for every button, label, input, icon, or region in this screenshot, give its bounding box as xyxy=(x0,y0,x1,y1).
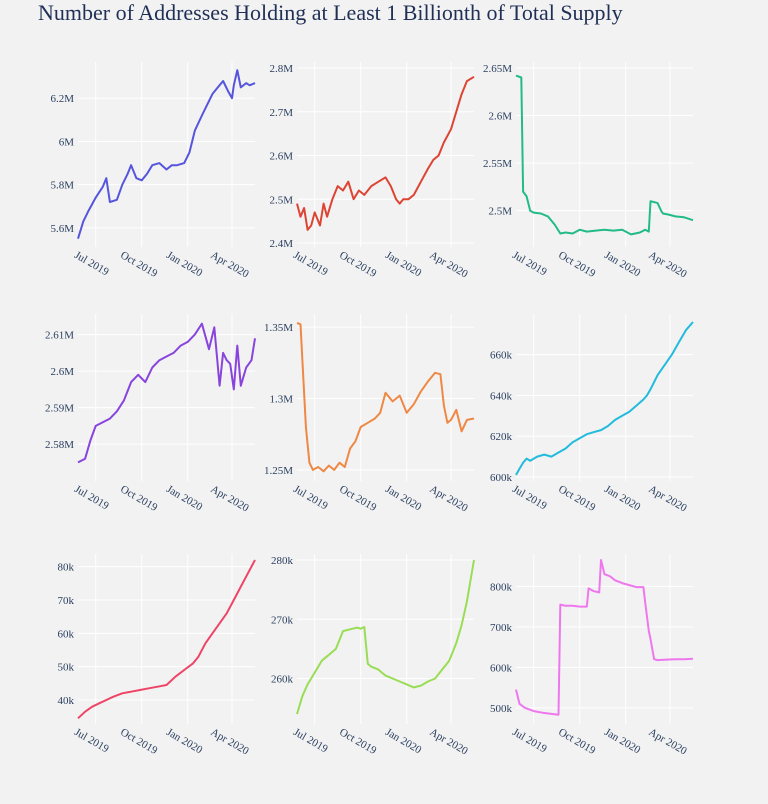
y-tick-label: 6M xyxy=(59,136,75,148)
series-line xyxy=(515,559,694,716)
x-tick-label: Jul 2019 xyxy=(510,726,549,755)
x-tick-label: Apr 2020 xyxy=(208,726,251,758)
x-tick-label: Oct 2019 xyxy=(118,483,160,514)
subplot-7: 40k 50k 60k 70k 80k Jul 2019 Oct 2019 Jan 2020 A… xyxy=(58,554,256,758)
x-tick-label: Jan 2020 xyxy=(383,249,424,279)
subplot-3: 2.5M 2.55M 2.6M 2.65M Jul 2019 Oct 2019 Jan 20… xyxy=(483,62,694,281)
subplot-8: 260k 270k 280k Jul 2019 Oct 2019 Jan 2020 Apr … xyxy=(271,554,475,758)
series-line xyxy=(77,69,256,239)
series-line xyxy=(77,322,256,464)
series-line xyxy=(515,74,694,236)
x-tick-label: Jul 2019 xyxy=(72,249,111,278)
x-tick-label: Jan 2020 xyxy=(602,483,643,513)
y-tick-label: 80k xyxy=(58,562,75,574)
y-tick-label: 6.2M xyxy=(50,93,74,105)
x-tick-label: Apr 2020 xyxy=(208,483,251,515)
y-tick-label: 600k xyxy=(490,662,513,674)
y-tick-label: 270k xyxy=(271,614,294,626)
subplot-9: 500k 600k 700k 800k Jul 2019 Oct 2019 Jan 2020… xyxy=(490,554,694,758)
x-tick-label: Jan 2020 xyxy=(383,483,424,513)
x-tick-label: Oct 2019 xyxy=(337,249,379,280)
subplot-2: 2.4M 2.5M 2.6M 2.7M 2.8M Jul 2019 Oct 2019 Jan … xyxy=(269,62,475,281)
y-tick-label: 1.3M xyxy=(269,394,293,406)
y-tick-label: 2.5M xyxy=(488,206,512,218)
x-tick-label: Jan 2020 xyxy=(602,726,643,756)
x-tick-label: Oct 2019 xyxy=(118,249,160,280)
y-tick-label: 2.6M xyxy=(269,151,293,163)
x-tick-label: Apr 2020 xyxy=(427,249,470,281)
x-tick-label: Apr 2020 xyxy=(646,249,689,281)
y-tick-label: 60k xyxy=(58,628,75,640)
y-tick-label: 280k xyxy=(271,555,294,567)
x-tick-label: Jul 2019 xyxy=(291,726,330,755)
x-tick-label: Jan 2020 xyxy=(164,483,205,513)
y-tick-label: 2.65M xyxy=(483,63,512,75)
y-tick-label: 800k xyxy=(490,581,513,593)
y-tick-label: 1.25M xyxy=(264,465,293,477)
y-tick-label: 5.6M xyxy=(50,223,74,235)
y-tick-label: 70k xyxy=(58,595,75,607)
series-line xyxy=(77,559,256,720)
series-line xyxy=(296,75,475,231)
x-tick-label: Apr 2020 xyxy=(427,726,470,758)
y-tick-label: 2.61M xyxy=(45,330,74,342)
x-tick-label: Jul 2019 xyxy=(72,726,111,755)
x-tick-label: Oct 2019 xyxy=(337,726,379,757)
y-tick-label: 2.8M xyxy=(269,63,293,75)
subplot-5: 1.25M 1.3M 1.35M Jul 2019 Oct 2019 Jan 2020 Ap… xyxy=(264,314,475,515)
x-tick-label: Apr 2020 xyxy=(646,726,689,758)
y-tick-label: 2.7M xyxy=(269,107,293,119)
y-tick-label: 2.59M xyxy=(45,403,74,415)
y-tick-label: 50k xyxy=(58,662,75,674)
x-tick-label: Apr 2020 xyxy=(646,483,689,515)
y-tick-label: 2.58M xyxy=(45,439,74,451)
y-tick-label: 600k xyxy=(490,472,513,484)
y-tick-label: 2.5M xyxy=(269,194,293,206)
x-tick-label: Jan 2020 xyxy=(164,249,205,279)
x-tick-label: Jul 2019 xyxy=(72,483,111,512)
x-tick-label: Jul 2019 xyxy=(291,249,330,278)
y-tick-label: 1.35M xyxy=(264,322,293,334)
y-tick-label: 40k xyxy=(58,695,75,707)
x-tick-label: Oct 2019 xyxy=(556,249,598,280)
y-tick-label: 700k xyxy=(490,622,513,634)
y-tick-label: 2.4M xyxy=(269,238,293,250)
x-tick-label: Jan 2020 xyxy=(164,726,205,756)
x-tick-label: Jan 2020 xyxy=(383,726,424,756)
y-tick-label: 620k xyxy=(490,431,513,443)
x-tick-label: Oct 2019 xyxy=(118,726,160,757)
x-tick-label: Jul 2019 xyxy=(510,249,549,278)
y-tick-label: 2.55M xyxy=(483,158,512,170)
x-tick-label: Apr 2020 xyxy=(208,249,251,281)
series-line xyxy=(296,321,475,473)
subplot-1: 5.6M 5.8M 6M 6.2M Jul 2019 Oct 2019 Jan 2020 Ap… xyxy=(50,62,256,281)
y-tick-label: 2.6M xyxy=(50,366,74,378)
x-tick-label: Oct 2019 xyxy=(337,483,379,514)
x-tick-label: Oct 2019 xyxy=(556,726,598,757)
y-tick-label: 640k xyxy=(490,390,513,402)
x-tick-label: Oct 2019 xyxy=(556,483,598,514)
x-tick-label: Jul 2019 xyxy=(291,483,330,512)
y-tick-label: 660k xyxy=(490,350,513,362)
x-tick-label: Apr 2020 xyxy=(427,483,470,515)
y-tick-label: 2.6M xyxy=(488,111,512,123)
y-tick-label: 260k xyxy=(271,674,294,686)
y-tick-label: 500k xyxy=(490,703,513,715)
x-tick-label: Jul 2019 xyxy=(510,483,549,512)
chart-title: Number of Addresses Holding at Least 1 B… xyxy=(38,0,623,25)
x-tick-label: Jan 2020 xyxy=(602,249,643,279)
subplot-6: 600k 620k 640k 660k Jul 2019 Oct 2019 Jan 2020… xyxy=(490,314,694,515)
subplot-4: 2.58M 2.59M 2.6M 2.61M Jul 2019 Oct 2019 Jan 2… xyxy=(45,314,256,515)
y-tick-label: 5.8M xyxy=(50,180,74,192)
series-line xyxy=(515,321,694,476)
series-line xyxy=(296,559,475,715)
